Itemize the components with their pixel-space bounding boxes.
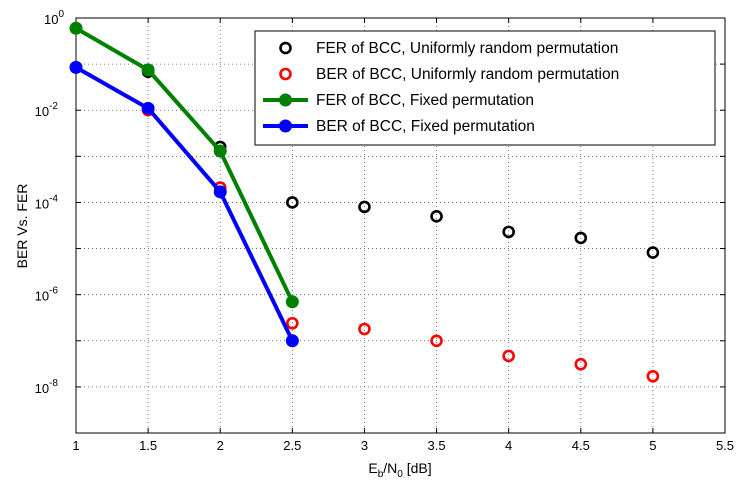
legend-box [254, 30, 716, 146]
y-tick-base: 10 [44, 12, 58, 27]
data-point [69, 60, 83, 74]
x-tick-label: 1 [72, 438, 79, 453]
x-axis-label-sub2: 0 [397, 469, 403, 480]
data-point [285, 334, 299, 348]
legend-label: BER of BCC, Fixed permutation [316, 118, 535, 135]
y-tick-label: 100 [44, 9, 64, 27]
legend: FER of BCC, Uniformly random permutation… [254, 30, 716, 146]
y-axis-label: BER Vs. FER [14, 184, 30, 269]
data-point [502, 349, 515, 363]
y-tick-base: 10 [35, 289, 49, 304]
legend-label: FER of BCC, Uniformly random permutation [316, 40, 618, 57]
legend-marker [279, 41, 292, 55]
x-axis-label-main: E [368, 460, 377, 476]
x-tick-label: 2 [217, 438, 224, 453]
data-point [213, 144, 227, 158]
y-tick-exponent: 0 [58, 9, 64, 20]
data-point [141, 63, 155, 77]
y-tick-base: 10 [35, 196, 49, 211]
y-tick-exponent: -2 [49, 101, 58, 112]
x-axis-label: Eb/N0 [dB] [368, 460, 431, 480]
plot-area-frame [75, 17, 726, 434]
series-4 [69, 60, 299, 348]
data-point [502, 225, 515, 239]
x-tick-label: 3.5 [428, 438, 446, 453]
data-point [141, 101, 155, 115]
x-tick-label: 2.5 [283, 438, 301, 453]
series-3 [69, 21, 299, 309]
y-tick-label: 10-2 [35, 101, 59, 119]
series-layer [69, 21, 660, 383]
legend-marker [279, 119, 292, 133]
data-point [430, 334, 443, 348]
x-tick-label: 1.5 [139, 438, 157, 453]
data-point [574, 231, 588, 245]
legend-marker [279, 67, 292, 81]
x-tick-label: 4.5 [572, 438, 590, 453]
y-tick-exponent: -4 [49, 193, 58, 204]
data-point [286, 316, 299, 330]
x-axis-label-tail: [dB] [403, 460, 432, 476]
data-point [69, 21, 83, 35]
y-tick-exponent: -8 [49, 378, 58, 389]
legend-label: FER of BCC, Fixed permutation [316, 92, 534, 109]
data-point [646, 369, 660, 383]
series-line [74, 26, 295, 303]
data-point [358, 200, 371, 214]
legend-marker [279, 93, 292, 107]
x-tick-label: 4 [505, 438, 512, 453]
data-point [213, 185, 227, 199]
x-tick-label: 3 [361, 438, 368, 453]
x-tick-label: 5 [649, 438, 656, 453]
y-tick-label: 10-4 [35, 193, 59, 211]
data-point [430, 210, 443, 223]
data-point [358, 322, 371, 336]
x-tick-label: 5.5 [716, 438, 734, 453]
data-point [646, 246, 660, 259]
data-point [574, 357, 588, 371]
legend-label: BER of BCC, Uniformly random permutation [316, 66, 619, 83]
data-point [285, 295, 299, 309]
y-tick-base: 10 [35, 381, 49, 396]
data-point [286, 196, 299, 209]
series-line [75, 65, 295, 342]
y-tick-label: 10-6 [35, 286, 59, 304]
x-axis-label-mid: /N [383, 460, 397, 476]
x-axis-label-sub1: b [378, 469, 384, 480]
y-tick-label: 10-8 [35, 378, 59, 396]
y-tick-base: 10 [35, 104, 49, 119]
y-tick-exponent: -6 [49, 286, 58, 297]
